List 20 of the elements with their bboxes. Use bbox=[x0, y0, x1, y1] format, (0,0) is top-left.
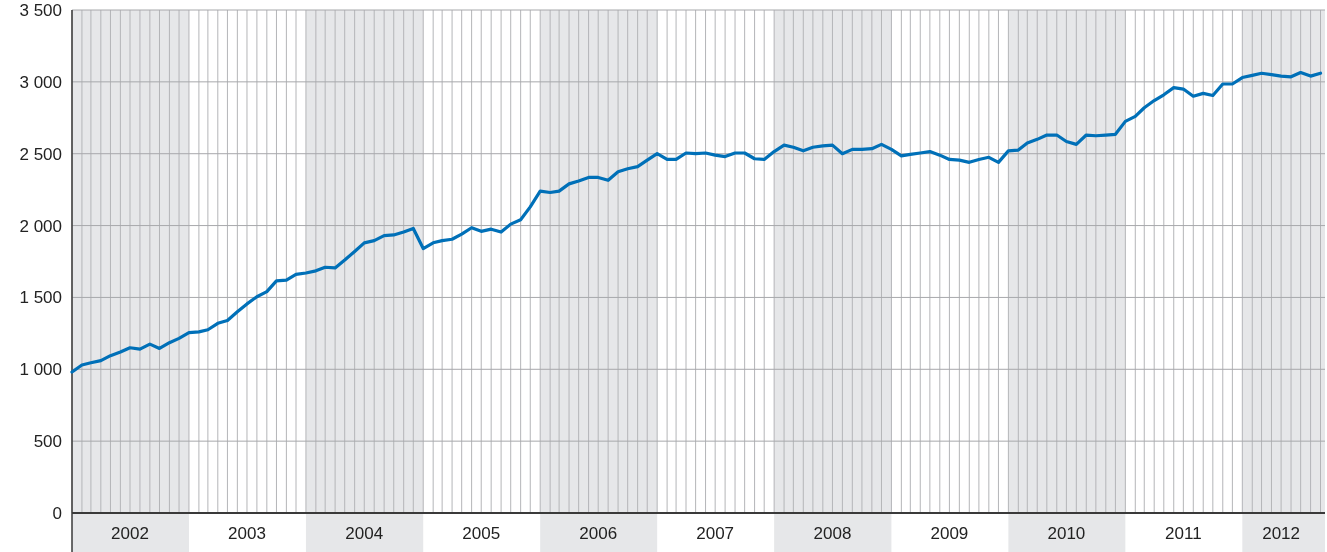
y-tick-label: 1 000 bbox=[19, 360, 62, 380]
x-tick-label: 2006 bbox=[579, 524, 618, 543]
x-tick-label: 2012 bbox=[1262, 524, 1301, 543]
line-series bbox=[70, 70, 1323, 374]
y-tick-label: 3 000 bbox=[19, 72, 62, 92]
y-tick-label: 3 500 bbox=[19, 0, 62, 20]
x-tick-label: 2003 bbox=[228, 524, 266, 543]
x-tick-label: 2007 bbox=[696, 524, 735, 543]
x-tick-label: 2010 bbox=[1047, 524, 1086, 543]
x-tick-label: 2004 bbox=[345, 524, 384, 543]
y-tick-label: 500 bbox=[33, 432, 62, 452]
x-tick-label: 2002 bbox=[111, 524, 149, 543]
x-tick-label: 2005 bbox=[462, 524, 501, 543]
x-tick-label: 2008 bbox=[813, 524, 852, 543]
x-tick-label: 2009 bbox=[930, 524, 969, 543]
y-tick-label: 1 500 bbox=[19, 288, 62, 308]
y-tick-label: 2 000 bbox=[19, 216, 62, 236]
x-tick-label: 2011 bbox=[1165, 524, 1202, 543]
y-tick-label: 2 500 bbox=[19, 144, 62, 164]
y-tick-label: 0 bbox=[52, 503, 62, 523]
